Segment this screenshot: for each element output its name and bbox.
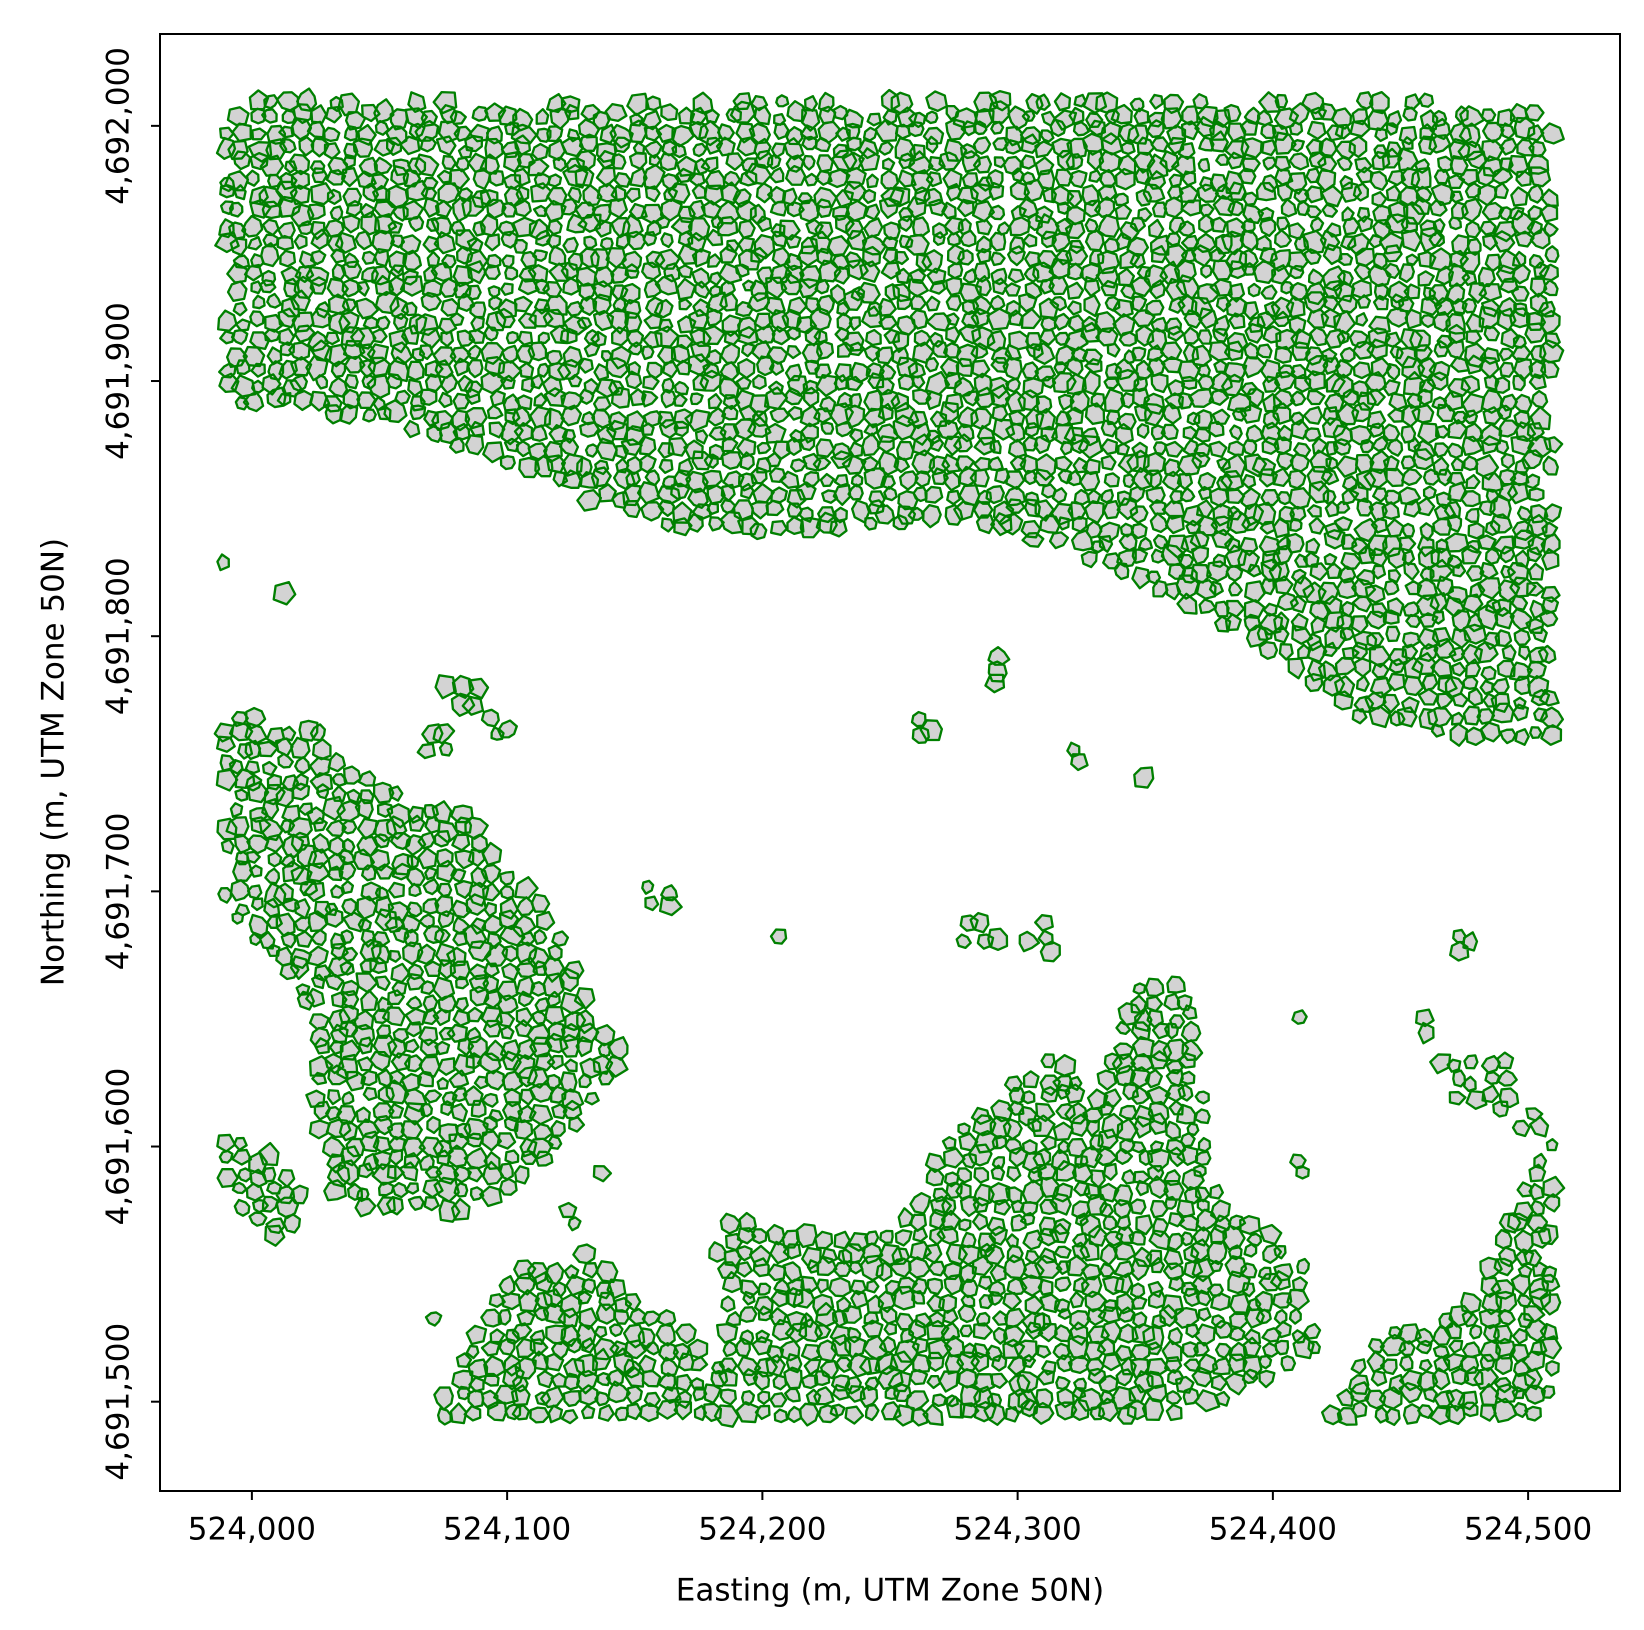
y-tick-label: 4,691,600 (101, 1068, 137, 1226)
x-tick-label: 524,200 (698, 1512, 826, 1548)
y-tick-label: 4,692,000 (101, 47, 137, 205)
plot-frame (159, 33, 1621, 1492)
y-tick-label: 4,691,700 (101, 812, 137, 970)
y-tick-label: 4,691,500 (101, 1323, 137, 1481)
crown-outlines (213, 87, 1566, 1428)
x-tick-label: 524,400 (1209, 1512, 1337, 1548)
y-axis-label: Northing (m, UTM Zone 50N) (36, 538, 72, 986)
x-tick-label: 524,000 (188, 1512, 316, 1548)
crown-polygons (213, 87, 1566, 1428)
y-tick-label: 4,691,900 (101, 302, 137, 460)
x-tick-label: 524,500 (1464, 1512, 1592, 1548)
x-axis-label: Easting (m, UTM Zone 50N) (676, 1573, 1104, 1609)
y-tick-label: 4,691,800 (101, 557, 137, 715)
x-tick-label: 524,100 (443, 1512, 571, 1548)
x-tick-label: 524,300 (954, 1512, 1082, 1548)
